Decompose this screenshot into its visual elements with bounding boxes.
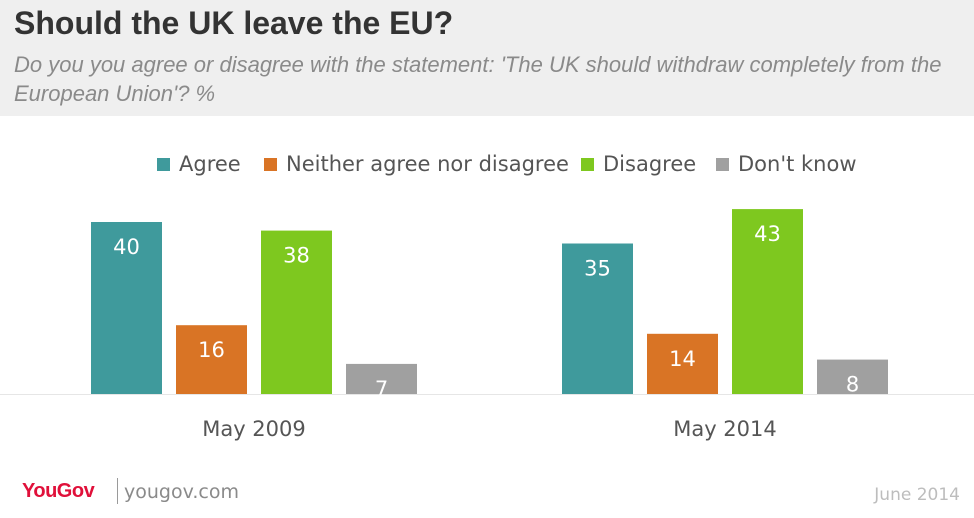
bar-chart: 40 16 38 7 May 2009 35 14 43 8 May 2014 — [0, 209, 974, 441]
bar-value-label: 7 — [375, 377, 388, 401]
footer-site-link[interactable]: yougov.com — [124, 481, 239, 503]
yougov-logo: YouGov — [22, 480, 95, 502]
bar-value-label: 35 — [584, 257, 611, 281]
bar-value-label: 38 — [283, 244, 310, 268]
bar-dont-know-2 — [817, 359, 888, 394]
legend-label-neither: Neither agree nor disagree — [286, 152, 569, 176]
legend-label-dont-know: Don't know — [738, 152, 857, 176]
bar-disagree-1 — [261, 230, 332, 394]
bar-agree-1 — [91, 222, 162, 394]
bar-value-label: 16 — [198, 338, 225, 362]
header: Should the UK leave the EU? Do you you a… — [0, 0, 974, 116]
bar-dont-know-1 — [346, 363, 417, 394]
legend-swatch-disagree — [581, 157, 594, 171]
bar-value-label: 43 — [754, 222, 781, 246]
legend: Agree Neither agree nor disagree Disagre… — [0, 150, 974, 180]
footer-separator — [117, 478, 118, 504]
bar-disagree-2 — [732, 209, 803, 394]
legend-item-neither: Neither agree nor disagree — [264, 150, 569, 178]
legend-swatch-neither — [264, 157, 277, 171]
legend-label-disagree: Disagree — [603, 152, 697, 176]
category-label: May 2014 — [673, 417, 777, 441]
bar-value-label: 8 — [846, 373, 859, 397]
bar-neither-1 — [176, 325, 247, 394]
legend-swatch-agree — [157, 157, 170, 171]
legend-item-disagree: Disagree — [581, 150, 696, 178]
bar-value-label: 14 — [669, 347, 696, 371]
chart-subtitle: Do you you agree or disagree with the st… — [14, 52, 942, 106]
legend-swatch-dont-know — [716, 157, 729, 171]
bar-neither-2 — [647, 333, 718, 394]
bar-agree-2 — [562, 243, 633, 394]
bar-value-label: 40 — [113, 235, 140, 259]
category-label: May 2009 — [202, 417, 306, 441]
chart-title: Should the UK leave the EU? — [14, 5, 454, 41]
legend-label-agree: Agree — [179, 152, 241, 176]
footer-date: June 2014 — [874, 485, 960, 505]
legend-item-dont-know: Don't know — [716, 150, 857, 178]
legend-item-agree: Agree — [157, 150, 241, 178]
